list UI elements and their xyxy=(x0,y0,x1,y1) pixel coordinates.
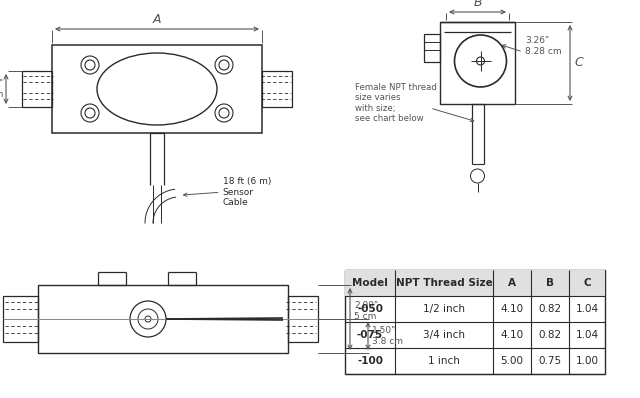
Bar xyxy=(38,285,288,353)
Bar xyxy=(22,71,52,107)
Text: 1/2 inch: 1/2 inch xyxy=(423,304,465,314)
Text: A: A xyxy=(508,278,516,288)
Text: Model: Model xyxy=(352,278,388,288)
Text: 1 inch: 1 inch xyxy=(428,356,460,366)
Text: 18 ft (6 m)
Sensor
Cable: 18 ft (6 m) Sensor Cable xyxy=(223,178,271,207)
Text: 2.00"
5 cm: 2.00" 5 cm xyxy=(0,79,3,99)
Text: A: A xyxy=(153,13,161,26)
Text: B: B xyxy=(546,278,554,288)
Text: NPT Thread Size: NPT Thread Size xyxy=(396,278,492,288)
Bar xyxy=(424,34,440,62)
Text: 2.00"
5 cm: 2.00" 5 cm xyxy=(354,301,378,321)
Bar xyxy=(262,71,292,107)
Text: -075: -075 xyxy=(357,330,383,340)
Text: C: C xyxy=(583,278,591,288)
Text: -050: -050 xyxy=(357,304,383,314)
Circle shape xyxy=(85,108,95,118)
Bar xyxy=(424,42,440,50)
Text: 0.82: 0.82 xyxy=(538,330,561,340)
Bar xyxy=(440,22,515,104)
Text: 1.00: 1.00 xyxy=(575,356,598,366)
Text: 4.10: 4.10 xyxy=(500,330,524,340)
Text: -100: -100 xyxy=(357,356,383,366)
Bar xyxy=(288,296,318,342)
Text: 0.82: 0.82 xyxy=(538,304,561,314)
Bar xyxy=(345,270,605,296)
Text: 1.50"
3.8 cm: 1.50" 3.8 cm xyxy=(372,326,403,346)
Text: 3/4 inch: 3/4 inch xyxy=(423,330,465,340)
Bar xyxy=(3,296,38,342)
Circle shape xyxy=(219,60,229,70)
Text: 0.75: 0.75 xyxy=(538,356,561,366)
Text: 1.04: 1.04 xyxy=(575,330,598,340)
Text: Female NPT thread
size varies
with size;
see chart below: Female NPT thread size varies with size;… xyxy=(355,83,437,123)
Text: 5.00: 5.00 xyxy=(500,356,524,366)
Bar xyxy=(52,45,262,133)
Text: 4.10: 4.10 xyxy=(500,304,524,314)
Bar xyxy=(345,270,605,374)
Circle shape xyxy=(219,108,229,118)
Text: B: B xyxy=(473,0,482,9)
Text: 1.04: 1.04 xyxy=(575,304,598,314)
Circle shape xyxy=(85,60,95,70)
Text: 3.26"
8.28 cm: 3.26" 8.28 cm xyxy=(525,36,562,56)
Text: C: C xyxy=(574,57,583,70)
